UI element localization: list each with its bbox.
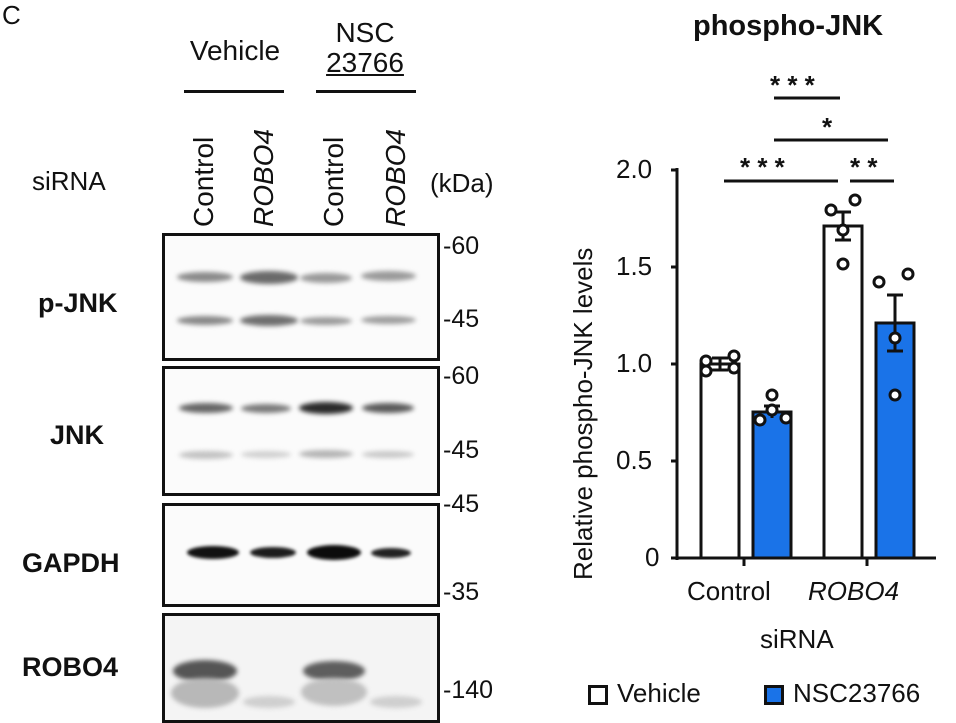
y-tick-1.5: 1.5 [616,251,653,281]
blot-jnk [162,366,440,496]
legend-swatch-vehicle [588,685,608,705]
group-line-nsc [316,90,416,93]
bar-nsc-control [751,410,793,560]
bar-vehicle-robo4 [822,224,864,560]
y-tick-2.0: 2.0 [616,154,653,184]
x-category-robo4: ROBO4 [808,576,900,606]
x-axis-label: siRNA [760,624,834,654]
marker-jnk-60: -60 [443,362,480,390]
blot-pjnk [162,233,440,361]
x-category-control: Control [687,576,771,606]
legend-label-nsc23766: NSC23766 [793,678,921,708]
row-label-gapdh: GAPDH [22,548,120,578]
marker-pjnk-45: -45 [443,305,480,333]
legend-swatch-nsc23766 [764,685,784,705]
marker-gapdh-35: -35 [443,578,480,606]
sirna-label: siRNA [32,166,106,196]
group-header-vehicle: Vehicle [189,35,281,66]
bar-vehicle-control [699,362,741,560]
y-tick-1.0: 1.0 [616,348,653,378]
chart-title: phospho-JNK [693,10,884,42]
group-header-nsc-line2: 23766 [326,47,404,78]
row-label-jnk: JNK [50,420,105,450]
marker-jnk-45: -45 [443,436,480,464]
sig-label-middle: * [822,112,833,142]
marker-pjnk-60: -60 [443,232,480,260]
marker-robo4-140: -140 [443,676,494,704]
sig-label-top: * * * [770,70,815,100]
blot-gapdh [162,503,440,607]
y-tick-0: 0 [645,542,660,572]
legend-label-vehicle: Vehicle [617,678,701,708]
y-tick-0.5: 0.5 [616,445,653,475]
sig-label-left: * * * [740,152,785,182]
sig-label-right: * * [850,152,878,182]
bar-nsc-robo4 [874,321,916,560]
blot-robo4 [162,613,440,723]
marker-gapdh-45: -45 [443,490,480,518]
group-line-vehicle [184,90,284,93]
kda-unit-label: (kDa) [430,168,494,198]
row-label-robo4: ROBO4 [22,652,119,682]
group-header-nsc-line1: NSC [335,17,395,48]
panel-letter: C [2,0,21,30]
row-label-pjnk: p-JNK [38,288,118,318]
